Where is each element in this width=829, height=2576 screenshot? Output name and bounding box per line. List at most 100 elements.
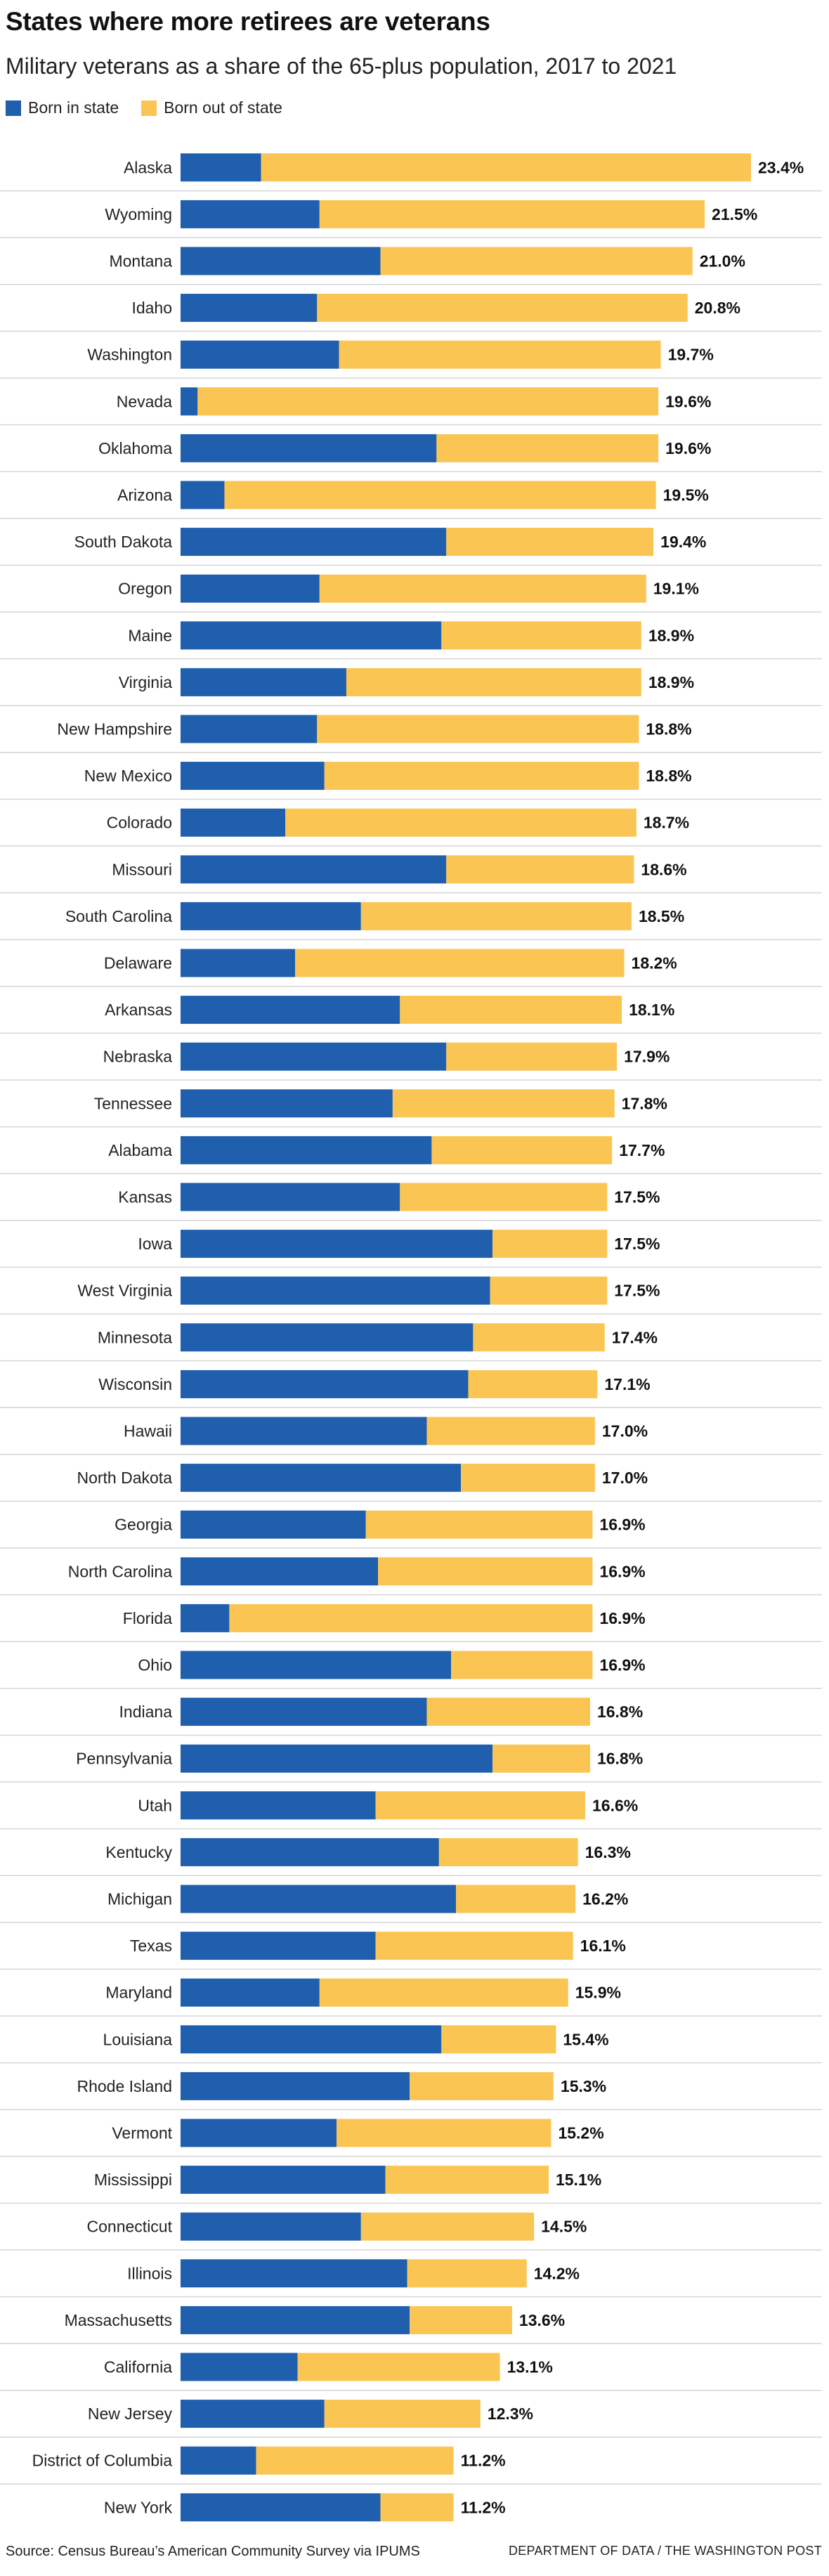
- state-label-illinois: Illinois: [127, 2264, 172, 2282]
- bar-born-in-virginia: [181, 668, 346, 696]
- bar-born-in-washington: [181, 340, 339, 369]
- bar-born-in-oklahoma: [181, 434, 437, 462]
- value-label-minnesota: 17.4%: [612, 1328, 658, 1346]
- value-label-wyoming: 21.5%: [712, 205, 757, 223]
- bar-born-in-new-hampshire: [181, 715, 318, 743]
- bar-born-out-utah: [375, 1791, 586, 1820]
- state-label-maine: Maine: [128, 626, 172, 644]
- bar-born-out-oklahoma: [436, 434, 659, 462]
- state-label-maryland: Maryland: [105, 1984, 172, 2002]
- bar-born-out-montana: [380, 247, 693, 275]
- bar-born-out-maryland: [319, 1978, 568, 2007]
- bar-born-out-district-of-columbia: [256, 2446, 454, 2475]
- bar-born-in-north-dakota: [181, 1464, 462, 1492]
- bar-born-in-alaska: [181, 153, 261, 182]
- value-label-oregon: 19.1%: [653, 580, 699, 598]
- state-label-washington: Washington: [87, 346, 172, 364]
- bar-born-in-south-dakota: [181, 528, 447, 557]
- value-label-connecticut: 14.5%: [541, 2218, 587, 2236]
- bar-born-out-louisiana: [441, 2025, 556, 2054]
- state-label-new-york: New York: [104, 2498, 173, 2516]
- state-label-north-dakota: North Dakota: [77, 1469, 172, 1487]
- bar-born-in-louisiana: [181, 2025, 442, 2054]
- bar-born-in-arizona: [181, 481, 225, 509]
- legend-swatch-born-out-of-state: [141, 100, 157, 116]
- state-label-connecticut: Connecticut: [87, 2218, 173, 2236]
- bar-born-out-texas: [375, 1932, 573, 1960]
- bar-born-in-colorado: [181, 808, 286, 837]
- bar-born-in-rhode-island: [181, 2071, 410, 2100]
- state-label-arizona: Arizona: [117, 486, 172, 505]
- bar-born-in-georgia: [181, 1510, 366, 1539]
- state-label-new-mexico: New Mexico: [84, 767, 172, 785]
- value-label-montana: 21.0%: [700, 252, 745, 271]
- bar-born-in-utah: [181, 1791, 376, 1820]
- bar-born-in-nebraska: [181, 1042, 447, 1071]
- bar-born-in-minnesota: [181, 1323, 474, 1352]
- value-label-hawaii: 17.0%: [602, 1422, 648, 1440]
- state-label-north-carolina: North Carolina: [68, 1562, 172, 1580]
- state-label-kansas: Kansas: [118, 1188, 172, 1206]
- bar-born-out-california: [297, 2353, 500, 2381]
- state-label-nebraska: Nebraska: [103, 1048, 173, 1066]
- value-label-indiana: 16.8%: [597, 1703, 643, 1721]
- bar-born-in-alabama: [181, 1136, 432, 1164]
- bar-born-out-wyoming: [319, 200, 705, 228]
- bar-born-in-idaho: [181, 294, 318, 323]
- legend-swatch-born-in-state: [6, 100, 21, 116]
- state-label-kentucky: Kentucky: [105, 1843, 172, 1861]
- bar-born-in-tennessee: [181, 1089, 393, 1118]
- legend-item-born-out-of-state: Born out of state: [141, 98, 282, 117]
- value-label-washington: 19.7%: [668, 346, 714, 364]
- bar-born-in-massachusetts: [181, 2305, 410, 2334]
- bar-born-out-alabama: [431, 1136, 613, 1164]
- state-label-georgia: Georgia: [115, 1516, 172, 1534]
- value-label-north-carolina: 16.9%: [599, 1562, 645, 1580]
- state-label-alaska: Alaska: [124, 158, 172, 176]
- state-label-virginia: Virginia: [119, 673, 172, 691]
- state-label-alabama: Alabama: [108, 1141, 172, 1159]
- state-label-mississippi: Mississippi: [94, 2171, 172, 2189]
- bar-born-out-indiana: [426, 1698, 590, 1726]
- value-label-massachusetts: 13.6%: [519, 2311, 565, 2329]
- state-label-vermont: Vermont: [112, 2124, 172, 2142]
- value-label-colorado: 18.7%: [644, 814, 689, 832]
- bar-born-in-hawaii: [181, 1417, 427, 1445]
- state-label-south-carolina: South Carolina: [65, 907, 172, 925]
- bar-born-out-north-carolina: [378, 1557, 593, 1586]
- bar-born-in-ohio: [181, 1651, 452, 1679]
- bar-born-in-delaware: [181, 949, 296, 977]
- legend-label-born-out-of-state: Born out of state: [164, 98, 282, 117]
- bar-born-in-texas: [181, 1932, 376, 1960]
- value-label-maine: 18.9%: [648, 626, 694, 644]
- state-label-wisconsin: Wisconsin: [98, 1375, 172, 1393]
- legend-item-born-in-state: Born in state: [6, 98, 119, 117]
- value-label-delaware: 18.2%: [632, 954, 677, 972]
- value-label-florida: 16.9%: [599, 1609, 645, 1627]
- state-label-oklahoma: Oklahoma: [98, 439, 172, 457]
- bar-born-in-district-of-columbia: [181, 2446, 256, 2475]
- bar-born-out-north-dakota: [461, 1464, 595, 1492]
- bar-born-out-florida: [229, 1604, 593, 1632]
- state-label-district-of-columbia: District of Columbia: [32, 2452, 173, 2470]
- value-label-michigan: 16.2%: [582, 1890, 628, 1908]
- bar-born-in-pennsylvania: [181, 1744, 493, 1773]
- state-label-hawaii: Hawaii: [124, 1422, 172, 1440]
- value-label-california: 13.1%: [507, 2358, 553, 2376]
- state-label-indiana: Indiana: [119, 1703, 173, 1721]
- state-label-missouri: Missouri: [112, 860, 172, 878]
- bar-born-out-connecticut: [360, 2212, 535, 2241]
- value-label-iowa: 17.5%: [614, 1235, 660, 1253]
- bar-born-out-arkansas: [400, 996, 622, 1024]
- value-label-mississippi: 15.1%: [556, 2171, 601, 2189]
- bar-born-in-michigan: [181, 1885, 457, 1913]
- bar-born-out-vermont: [337, 2119, 551, 2147]
- value-label-south-carolina: 18.5%: [639, 907, 684, 925]
- bar-born-in-west-virginia: [181, 1276, 490, 1305]
- bar-born-in-indiana: [181, 1698, 427, 1726]
- bar-born-in-maine: [181, 621, 442, 650]
- state-label-west-virginia: West Virginia: [77, 1282, 172, 1300]
- value-label-georgia: 16.9%: [599, 1516, 645, 1534]
- state-label-oregon: Oregon: [118, 580, 172, 598]
